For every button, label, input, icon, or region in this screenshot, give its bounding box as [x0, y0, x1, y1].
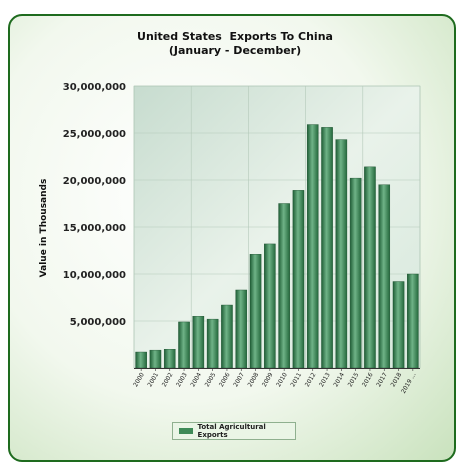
bar-2008 [249, 254, 262, 369]
bar-2011 [292, 190, 305, 369]
legend: Total Agricultural Exports [172, 422, 296, 440]
bar-2003 [178, 321, 190, 369]
bar-2006 [221, 304, 233, 369]
bar-2009 [264, 243, 276, 369]
bar-2015 [349, 177, 362, 369]
bar-2019 [407, 273, 419, 369]
x-tick-label: 2017 [375, 371, 389, 388]
x-tick-label: 2005 [204, 371, 218, 388]
bar-2018 [392, 281, 405, 369]
bar-2017 [378, 184, 391, 369]
y-axis-label: Value in Thousands [39, 179, 49, 278]
bar-2004 [192, 316, 205, 369]
x-tick-label: 2012 [304, 371, 318, 388]
y-tick-label: 5,000,000 [70, 317, 126, 328]
x-tick-label: 2001 [146, 371, 160, 388]
legend-swatch [179, 428, 193, 434]
y-tick-label: 25,000,000 [63, 129, 126, 140]
bar-2001 [149, 349, 162, 369]
chart-title: United States Exports To China [137, 30, 333, 43]
x-tick-label: 2009 [261, 371, 275, 388]
x-tick-label: 2018 [390, 371, 404, 388]
x-tick-label: 2002 [161, 371, 175, 388]
bar-2000 [135, 351, 147, 369]
bar-2013 [321, 127, 333, 369]
chart-title-block: United States Exports To China (January … [0, 30, 470, 58]
bar-2012 [306, 124, 319, 369]
x-tick-label: 2010 [275, 371, 289, 388]
bar-2010 [278, 203, 290, 369]
bar-2014 [335, 139, 348, 369]
bar-2002 [163, 349, 176, 369]
x-tick-label: 2016 [361, 371, 375, 388]
x-tick-label: 2004 [189, 371, 203, 388]
x-tick-label: 2014 [332, 371, 346, 388]
y-tick-label: 15,000,000 [63, 223, 126, 234]
bars [135, 124, 419, 369]
x-tick-label: 2011 [289, 371, 303, 388]
x-tick-label: 2008 [247, 371, 261, 388]
bar-2005 [206, 318, 219, 369]
y-tick-labels: 30,000,000 25,000,000 20,000,000 15,000,000… [63, 82, 126, 328]
legend-label: Total Agricultural Exports [197, 423, 266, 439]
x-tick-label: 2013 [318, 371, 332, 388]
x-tick-labels: 2000 2001 2002 2003 2004 2005 2006 2007 2008 2009… [132, 368, 418, 395]
x-tick-label: 2007 [232, 371, 246, 388]
bar-2007 [235, 289, 248, 369]
bar-2016 [364, 166, 376, 369]
x-tick-label: 2015 [347, 371, 361, 388]
y-tick-label: 30,000,000 [63, 82, 126, 93]
chart-subtitle: (January - December) [168, 44, 302, 57]
x-tick-label: 2006 [218, 371, 232, 388]
y-tick-label: 20,000,000 [63, 176, 126, 187]
x-tick-label: 2000 [132, 371, 146, 388]
y-tick-label: 10,000,000 [63, 270, 126, 281]
x-tick-label: 2003 [175, 371, 189, 388]
